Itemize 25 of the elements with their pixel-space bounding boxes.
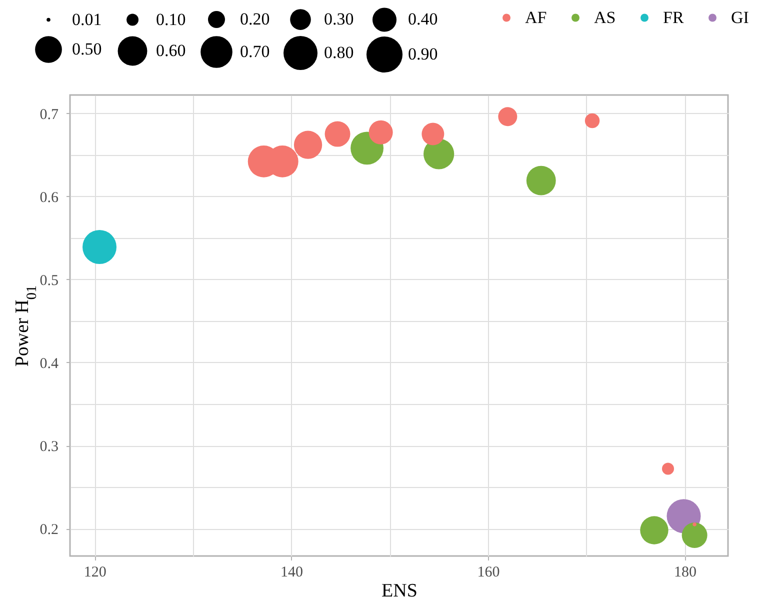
legend-label: 0.60 <box>156 41 186 60</box>
y-tick-label: 0.3 <box>40 439 58 456</box>
y-tick-label: 0.2 <box>40 522 58 538</box>
legend-label: AS <box>594 8 616 27</box>
legend-label: 0.90 <box>408 44 438 64</box>
x-tick-label: 160 <box>477 564 500 580</box>
legend-label: 0.40 <box>408 10 438 29</box>
legend-label: 0.10 <box>156 10 186 29</box>
legend-label: 0.30 <box>324 10 354 29</box>
y-tick-label: 0.5 <box>40 272 58 289</box>
x-axis-title: ENS <box>382 580 418 601</box>
legend-label: 0.50 <box>72 40 102 58</box>
x-tick-label: 180 <box>674 564 696 580</box>
legend-label: 0.70 <box>240 42 270 61</box>
legend-label: AF <box>525 8 547 27</box>
x-tick-label: 120 <box>84 564 106 580</box>
legend-label: 0.80 <box>324 43 354 62</box>
legend-label: 0.20 <box>240 10 270 28</box>
legend-label: GI <box>731 8 750 27</box>
legend-label: FR <box>663 8 684 27</box>
legend-label: 0.01 <box>72 10 102 29</box>
y-tick-label: 0.7 <box>40 106 59 123</box>
x-tick-label: 140 <box>280 564 304 580</box>
y-tick-label: 0.4 <box>40 356 59 372</box>
y-tick-label: 0.6 <box>40 190 59 206</box>
